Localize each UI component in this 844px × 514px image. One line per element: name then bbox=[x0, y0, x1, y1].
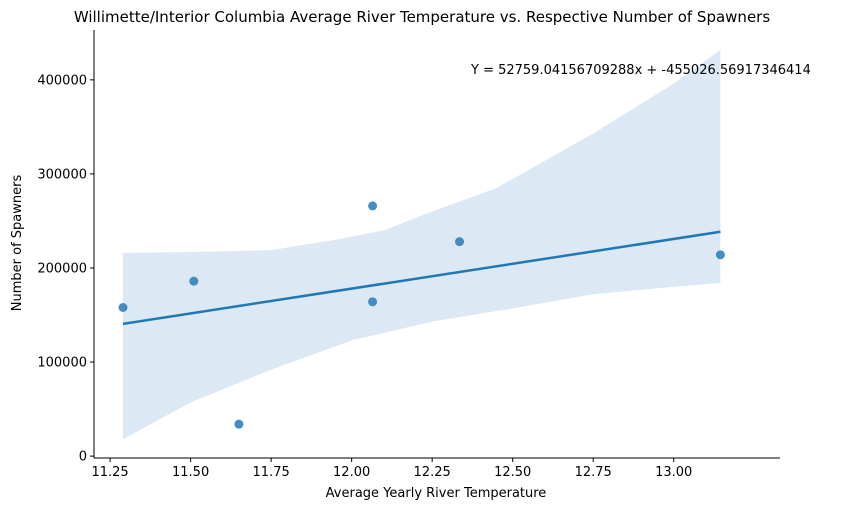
regression-line bbox=[122, 230, 721, 326]
data-point bbox=[455, 237, 465, 247]
x-tick-label: 11.25 bbox=[91, 465, 128, 480]
x-axis-label: Average Yearly River Temperature bbox=[326, 486, 547, 501]
x-tick-label: 12.00 bbox=[333, 465, 370, 480]
y-tick-label: 400000 bbox=[37, 73, 87, 88]
x-axis-ticks: 11.25 11.50 11.75 12.00 12.25 12.50 12.75 13.00 bbox=[91, 458, 692, 480]
x-tick-label: 13.00 bbox=[655, 465, 692, 480]
data-point bbox=[368, 297, 378, 307]
x-tick-label: 12.75 bbox=[575, 465, 612, 480]
x-tick-label: 12.50 bbox=[494, 465, 531, 480]
regression-equation: Y = 52759.04156709288x + -455026.5691734… bbox=[470, 63, 811, 78]
data-point bbox=[234, 419, 244, 429]
x-tick-label: 12.25 bbox=[414, 465, 451, 480]
data-point bbox=[118, 302, 128, 312]
y-tick-label: 200000 bbox=[37, 261, 87, 276]
confidence-band bbox=[123, 49, 721, 440]
plot-area bbox=[118, 49, 725, 440]
y-tick-label: 0 bbox=[79, 450, 87, 465]
data-point bbox=[715, 250, 725, 260]
x-tick-label: 11.50 bbox=[172, 465, 209, 480]
y-axis-ticks: 0 100000 200000 300000 400000 bbox=[37, 73, 94, 465]
y-tick-label: 300000 bbox=[37, 167, 87, 182]
x-tick-label: 11.75 bbox=[253, 465, 290, 480]
y-axis-label: Number of Spawners bbox=[10, 175, 25, 312]
data-point bbox=[368, 201, 378, 211]
chart-title: Willimette/Interior Columbia Average Riv… bbox=[74, 8, 771, 26]
data-points bbox=[118, 201, 725, 429]
axes: 11.25 11.50 11.75 12.00 12.25 12.50 12.75 13.00… bbox=[37, 30, 780, 480]
y-tick-label: 100000 bbox=[37, 356, 87, 371]
data-point bbox=[189, 276, 199, 286]
